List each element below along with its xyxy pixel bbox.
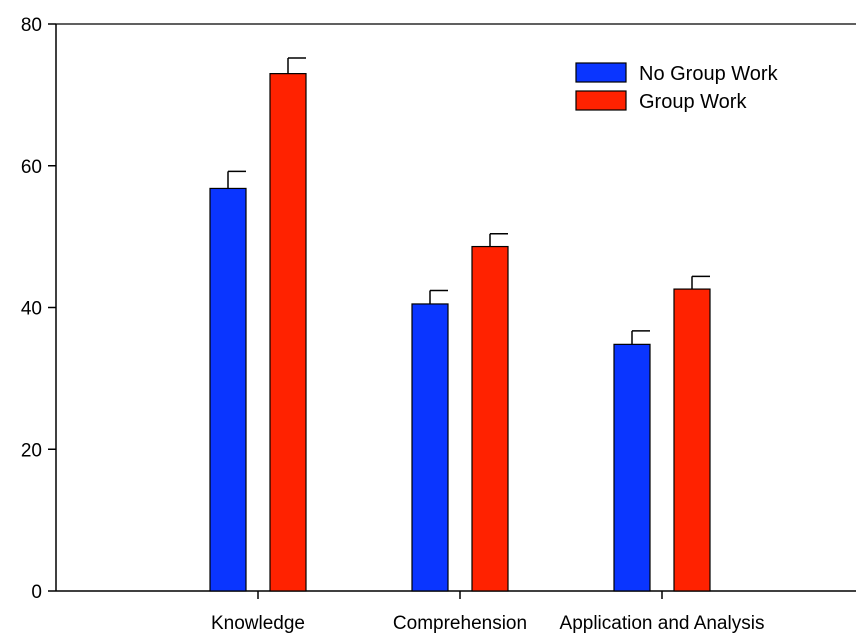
x-tick-label: Comprehension	[393, 613, 527, 634]
y-tick-label: 80	[21, 15, 42, 36]
bar-no-group-work	[411, 303, 449, 592]
bar-group-work	[471, 245, 509, 592]
bar-no-group-work	[209, 187, 247, 592]
y-tick-label: 40	[21, 299, 42, 320]
y-tick-label: 20	[21, 440, 42, 461]
bar-group-work	[269, 73, 307, 592]
legend-swatch	[575, 62, 627, 83]
x-tick-label: Knowledge	[211, 613, 305, 634]
legend-label: No Group Work	[639, 63, 779, 85]
legend-swatch	[575, 90, 627, 111]
bar-group-work	[673, 288, 711, 592]
x-tick-label: Application and Analysis	[560, 613, 765, 634]
bar-no-group-work	[613, 343, 651, 592]
y-tick-label: 60	[21, 157, 42, 178]
y-tick-label: 0	[31, 582, 42, 603]
legend-label: Group Work	[639, 91, 747, 113]
